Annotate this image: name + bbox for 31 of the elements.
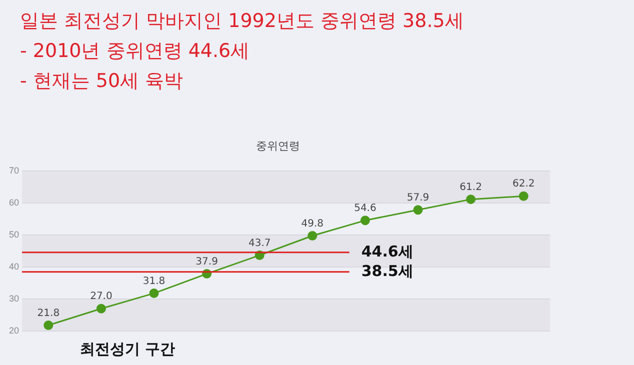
point: [149, 288, 159, 298]
data-label: 49.8: [301, 218, 324, 230]
text: 일본 최전성기 막바지인 1992년도 중위연령 38.5세: [20, 9, 465, 34]
data-label: 27.0: [90, 291, 112, 302]
point: [96, 304, 106, 314]
point: [518, 191, 528, 201]
data-label: 54.6: [354, 203, 376, 214]
data-label: 31.8: [142, 276, 166, 287]
data-label: 62.2: [512, 178, 535, 190]
ref-line-label: 44.6세: [361, 242, 414, 260]
point: [308, 231, 318, 241]
data-label: 57.9: [406, 192, 430, 204]
data-label: 21.8: [37, 308, 60, 319]
y-tick-label: 70: [8, 166, 20, 176]
y-tick-label: 20: [8, 325, 20, 336]
text: 최전성기 구간: [80, 340, 176, 359]
data-label: 37.9: [196, 256, 218, 268]
text: - 현재는 50세 육박: [20, 69, 184, 94]
y-tick-label: 30: [8, 294, 20, 304]
point: [466, 194, 476, 204]
text: - 2010년 중위연령 44.6세: [20, 39, 251, 64]
data-label: 61.2: [460, 182, 482, 193]
y-tick-label: 60: [8, 198, 20, 208]
y-tick-label: 50: [8, 230, 20, 240]
ref-line-label: 38.5세: [361, 262, 414, 280]
chart-title: 중위연령: [256, 139, 300, 152]
point: [360, 216, 370, 226]
point: [413, 205, 423, 215]
y-tick-label: 40: [8, 262, 20, 272]
point: [44, 320, 54, 330]
data-label: 43.7: [248, 238, 271, 249]
